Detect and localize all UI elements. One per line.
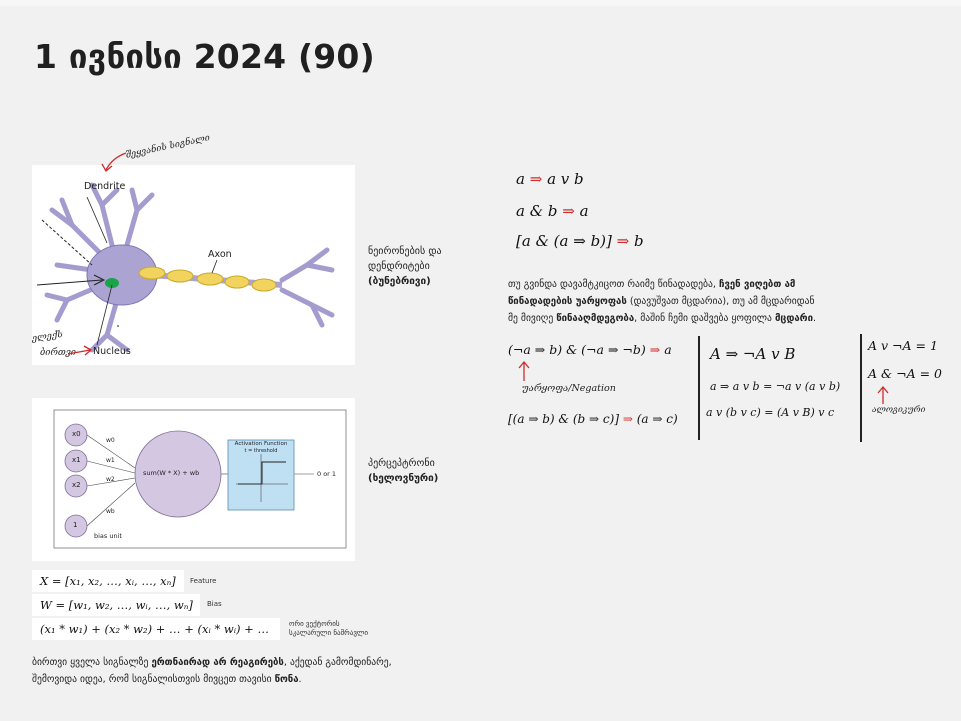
logic-line-3: [a & (a ⇒ b)] ⇒ b (516, 232, 644, 250)
input-bias: 1 (73, 521, 78, 529)
red-up-arrow-icon (518, 360, 530, 381)
input-x2: x2 (72, 481, 81, 489)
logic-line-1: a ⇒ a v b (516, 170, 584, 188)
output-label: 0 or 1 (317, 470, 337, 478)
neuron-caption: ნეირონების და დენდრიტები (ბუნებრივი) (368, 246, 442, 287)
activation-title: Activation Function (234, 441, 288, 447)
neuron-diagram: Dendrite Axon Nucleus (32, 165, 355, 365)
negation-label: უარყოფა/Negation (522, 383, 616, 394)
bias-unit-label: bias unit (94, 532, 122, 540)
nucleus-shape (105, 278, 119, 288)
input-x1: x1 (72, 456, 81, 464)
hw-input-signal: შეყვანის სიგნალი (124, 133, 211, 161)
col3-label: ალოგიკური (872, 405, 926, 415)
top-bar (0, 0, 961, 6)
proof-line-2: [(a ⇒ b) & (b ⇒ c)] ⇒ (a ⇒ c) (508, 412, 678, 426)
weight-w1: w1 (106, 457, 115, 464)
formula-features: X = [x₁, x₂, …, xᵢ, …, xₙ] (32, 570, 184, 592)
formula-dot-note: ორი ვექტორის სკალარული ნამრავლი (289, 620, 368, 637)
red-up-arrow-icon (877, 385, 889, 404)
weight-wb: wb (106, 508, 115, 515)
col2-line-2: a ⇒ a v b = ¬a v (a v b) (710, 380, 841, 393)
neuron-svg (36, 182, 335, 353)
perceptron-svg (53, 409, 347, 549)
hw-left-2: ბირთვი (40, 348, 76, 358)
nucleus-label: Nucleus (93, 346, 131, 357)
formula-features-note: Feature (190, 577, 217, 585)
page-title: 1 ივნისი 2024 (90) (34, 37, 375, 76)
perceptron-diagram: x0 x1 x2 1 w0 w1 w2 wb sum(W * X) + wb A… (32, 398, 355, 561)
logic-line-2: a & b ⇒ a (516, 202, 589, 220)
dendrite-label: Dendrite (84, 181, 126, 192)
col3-line-2: A & ¬A = 0 (868, 366, 942, 381)
activation-sub: t = threshold (244, 448, 278, 454)
divider-1 (698, 336, 700, 440)
input-x0: x0 (72, 430, 81, 438)
weight-w0: w0 (106, 437, 115, 444)
middle-paragraph: თუ გვინდა დავამტკიცოთ რაიმე წინადადება, … (508, 279, 817, 324)
formula-dot-product: (x₁ * w₁) + (x₂ * w₂) + … + (xᵢ * wᵢ) + … (32, 618, 280, 640)
weight-w2: w2 (106, 476, 115, 483)
perceptron-caption: პერცეპტრონი (ხელოვნური) (368, 458, 439, 484)
formula-weights-note: Bias (207, 600, 222, 608)
axon-label: Axon (208, 249, 232, 260)
divider-2 (860, 334, 862, 442)
formula-weights: W = [w₁, w₂, …, wᵢ, …, wₙ] (32, 594, 200, 616)
col2-line-3: a v (b v c) = (A v B) v c (706, 406, 835, 419)
proof-line-1: (¬a ⇒ b) & (¬a ⇒ ¬b) ⇒ a (508, 342, 672, 357)
bottom-paragraph: ბირთვი ყველა სიგნალზე ერთნაირად არ რეაგი… (32, 657, 392, 685)
col3-line-1: A v ¬A = 1 (868, 338, 938, 353)
col2-line-1: A ⇒ ¬A v B (710, 345, 796, 363)
sum-text: sum(W * X) + wb (143, 469, 200, 477)
red-arrow-icon (101, 152, 127, 172)
red-arrow-icon (67, 345, 93, 356)
